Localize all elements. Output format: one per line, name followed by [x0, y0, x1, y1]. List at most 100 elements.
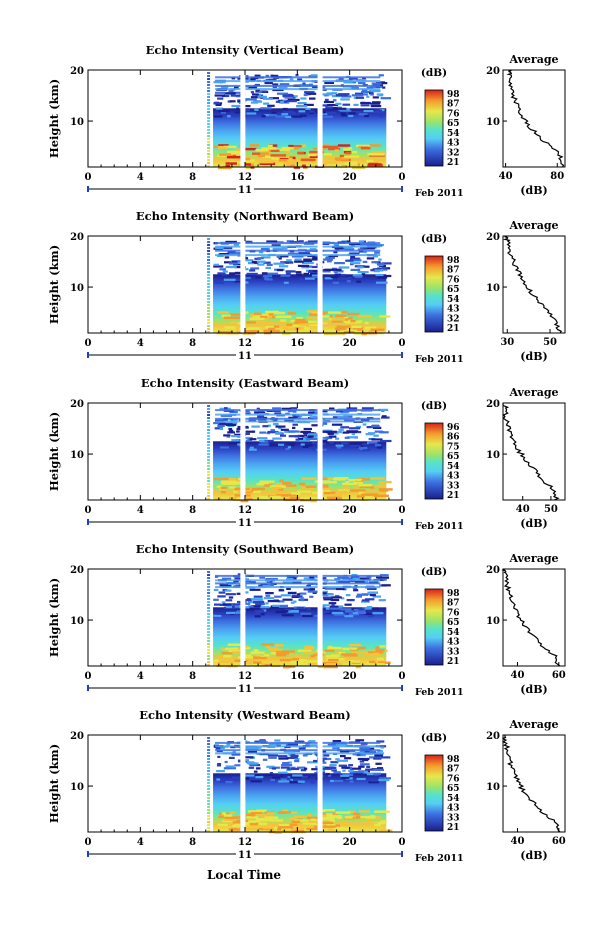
heatmap-cell	[282, 332, 291, 335]
heatmap-cell	[280, 766, 290, 769]
heatmap-cell	[320, 315, 330, 318]
heatmap-cell	[214, 603, 221, 606]
heatmap-cell	[382, 262, 392, 265]
x-tick-label: 0	[399, 338, 406, 349]
heatmap-cell	[324, 649, 335, 652]
heatmap-cell	[340, 608, 352, 611]
heatmap-cell	[214, 427, 223, 430]
heatmap-cell	[343, 319, 353, 323]
heatmap-cell	[207, 129, 211, 131]
heatmap-cell	[230, 313, 245, 316]
heatmap-cell	[236, 427, 243, 431]
heatmap-cell	[310, 272, 321, 275]
heatmap-cell	[215, 84, 381, 87]
heatmap-cell	[207, 785, 211, 787]
heatmap-cell	[256, 483, 265, 486]
heatmap-cell	[217, 311, 229, 314]
heatmap-cell	[350, 647, 357, 650]
heatmap-cell	[207, 468, 211, 470]
heatmap-cell	[370, 328, 385, 331]
heatmap-cell	[360, 93, 368, 96]
heatmap-cell	[246, 498, 253, 501]
heatmap-cell	[275, 115, 287, 118]
heatmap-cell	[376, 663, 385, 666]
heatmap-cell	[348, 769, 354, 772]
heatmap-cell	[333, 251, 338, 254]
heatmap-cell	[359, 747, 371, 750]
heatmap-cell	[373, 111, 385, 114]
heatmap-cell	[217, 595, 226, 598]
heatmap-cell	[376, 446, 383, 449]
heatmap-cell	[309, 323, 319, 327]
heatmap-cell	[207, 423, 211, 425]
heatmap-cell	[247, 86, 257, 89]
heatmap-cell	[350, 262, 361, 265]
heatmap-cell	[207, 250, 211, 252]
heatmap-cell	[321, 593, 334, 596]
heatmap-cell	[373, 434, 379, 437]
heatmap-cell	[367, 591, 378, 594]
heatmap-cell	[300, 327, 310, 330]
heatmap-cell	[215, 103, 222, 106]
heatmap-cell	[359, 770, 369, 773]
heatmap-cell	[240, 490, 252, 494]
avg-title: Average	[508, 53, 558, 66]
heatmap-cell	[374, 109, 382, 112]
avg-x-tick-label: 50	[543, 337, 557, 348]
colorbar-tick-label: 32	[447, 148, 460, 158]
heatmap-cell	[282, 762, 290, 765]
colorbar-tick-label: 65	[447, 119, 460, 129]
heatmap-cell	[310, 74, 320, 77]
heatmap-cell	[258, 739, 267, 742]
heatmap-cell	[227, 431, 235, 434]
heatmap-cell	[207, 631, 211, 633]
heatmap-cell	[321, 604, 330, 607]
heatmap-cell	[358, 240, 364, 243]
heatmap-cell	[230, 94, 241, 97]
heatmap-cell	[291, 594, 300, 597]
heatmap-cell	[207, 283, 211, 285]
heatmap-cell	[207, 779, 211, 781]
heatmap-cell	[309, 150, 324, 154]
colorbar-tick-label: 98	[447, 256, 460, 266]
heatmap-cell	[207, 800, 211, 802]
heatmap-cell	[213, 115, 223, 118]
heatmap-cell	[256, 260, 266, 263]
heatmap-cell	[297, 593, 301, 596]
heatmap-cell	[361, 101, 366, 104]
heatmap-cell	[207, 752, 211, 754]
heatmap-cell	[278, 824, 290, 827]
heatmap-cell	[314, 772, 320, 775]
date-label: Feb 2011	[415, 354, 464, 365]
heatmap-cell	[262, 313, 269, 316]
heatmap-cell	[278, 427, 282, 430]
heatmap-cell	[373, 485, 387, 488]
heatmap-cell	[207, 87, 211, 89]
heatmap-cell	[301, 164, 306, 167]
x-tick-label: 12	[238, 837, 252, 848]
heatmap-cell	[361, 599, 369, 602]
heatmap-cell	[362, 240, 366, 243]
heatmap-cell	[262, 155, 275, 159]
heatmap-cell	[234, 577, 245, 580]
heatmap-cell	[263, 597, 275, 600]
heatmap-cell	[257, 95, 267, 98]
heatmap-cell	[248, 766, 255, 769]
heatmap-cell	[302, 261, 314, 265]
heatmap-cell	[267, 272, 279, 275]
heatmap	[207, 569, 391, 669]
colorbar-tick-label: 54	[447, 129, 460, 139]
heatmap-cell	[309, 111, 314, 114]
heatmap-cell	[213, 588, 219, 592]
heatmap-cell	[286, 150, 291, 153]
heatmap-cell	[251, 598, 263, 601]
heatmap-cell	[345, 248, 355, 251]
heatmap-cell	[217, 763, 222, 766]
avg-y-tick-label: 10	[486, 450, 500, 461]
heatmap-cell	[297, 151, 305, 155]
heatmap-cell	[272, 437, 282, 440]
heatmap-cell	[332, 99, 337, 102]
heatmap-cell	[207, 295, 211, 297]
heatmap-cell	[278, 755, 288, 758]
